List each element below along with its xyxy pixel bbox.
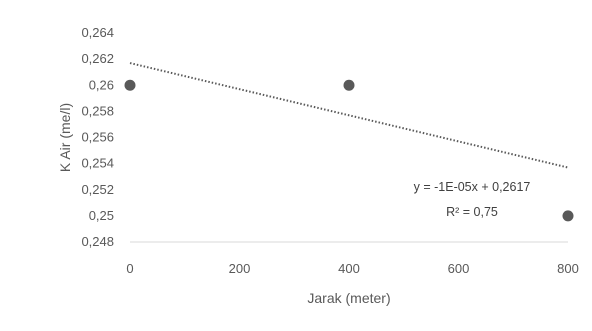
x-axis-title: Jarak (meter): [307, 290, 390, 306]
data-point: [343, 79, 355, 91]
x-tick-label: 200: [229, 261, 251, 276]
x-axis-ticks: 0 200 400 600 800: [126, 261, 578, 276]
y-tick-label: 0,25: [89, 208, 114, 223]
data-point: [124, 79, 136, 91]
y-axis-ticks: 0,248 0,25 0,252 0,254 0,256 0,258 0,26 0,262 0,…: [81, 25, 114, 249]
trendline-r2: R² = 0,75: [446, 205, 498, 219]
y-tick-label: 0,248: [81, 234, 114, 249]
y-tick-label: 0,258: [81, 103, 114, 118]
y-tick-label: 0,26: [89, 77, 114, 92]
x-tick-label: 600: [448, 261, 470, 276]
data-points: [124, 79, 574, 222]
y-tick-label: 0,254: [81, 156, 114, 171]
y-tick-label: 0,256: [81, 130, 114, 145]
y-tick-label: 0,262: [81, 51, 114, 66]
x-tick-label: 0: [126, 261, 133, 276]
x-tick-label: 400: [338, 261, 360, 276]
trendline-equation: y = -1E-05x + 0,2617: [414, 180, 531, 194]
y-axis-title: K Air (me/l): [57, 103, 73, 172]
trendline: [129, 62, 569, 169]
data-point: [562, 210, 574, 222]
y-tick-label: 0,264: [81, 25, 114, 40]
x-tick-label: 800: [557, 261, 579, 276]
y-tick-label: 0,252: [81, 182, 114, 197]
